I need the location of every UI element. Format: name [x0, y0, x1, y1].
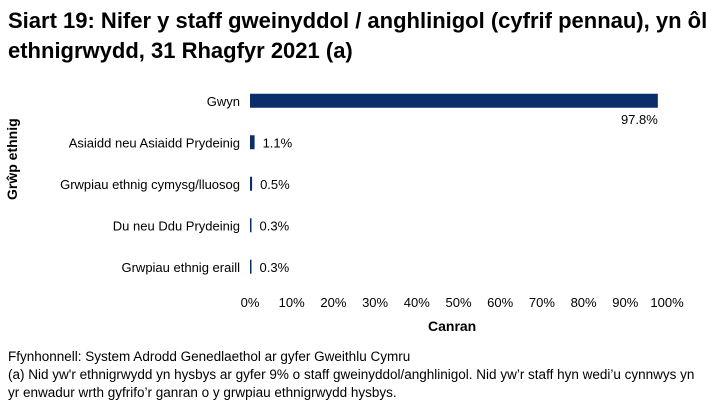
bar: [250, 218, 252, 233]
x-tick-labels: 0% 10% 20% 30% 40% 50% 60% 70% 80% 90% 100%: [241, 295, 684, 310]
data-label: 0.3%: [260, 260, 290, 275]
footnote: (a) Nid yw'r ethnigrwydd yn hysbys ar gy…: [8, 367, 695, 400]
x-tick-label: 60%: [487, 295, 513, 310]
x-tick-label: 50%: [445, 295, 471, 310]
category-label: Grwpiau ethnig eraill: [121, 260, 240, 275]
category-label: Gwyn: [207, 94, 240, 109]
x-tick-label: 0%: [241, 295, 260, 310]
y-axis-label: Grŵp ethnig: [4, 118, 20, 200]
source-note: Ffynhonnell: System Adrodd Genedlaethol …: [8, 349, 411, 364]
bars-group: [250, 93, 658, 274]
category-labels: Gwyn Asiaidd neu Asiaidd Prydeinig Grwpiau…: [60, 94, 240, 275]
x-tick-label: 100%: [650, 295, 684, 310]
category-label: Asiaidd neu Asiaidd Prydeinig: [69, 135, 240, 150]
category-label: Grwpiau ethnig cymysg/lluosog: [60, 177, 240, 192]
category-label: Du neu Ddu Prydeinig: [113, 218, 240, 233]
x-tick-label: 90%: [612, 295, 638, 310]
data-label: 0.3%: [260, 218, 290, 233]
bar: [250, 93, 658, 108]
data-label: 0.5%: [260, 177, 290, 192]
data-label: 97.8%: [621, 112, 658, 127]
bar: [250, 259, 252, 274]
bar: [250, 135, 255, 150]
x-tick-label: 10%: [279, 295, 305, 310]
footer: Ffynhonnell: System Adrodd Genedlaethol …: [8, 348, 708, 402]
data-label: 1.1%: [263, 135, 293, 150]
x-tick-label: 20%: [320, 295, 346, 310]
bar: [250, 176, 253, 191]
chart: Gwyn Asiaidd neu Asiaidd Prydeinig Grwpiau…: [60, 93, 684, 310]
x-tick-label: 70%: [529, 295, 555, 310]
data-labels: 97.8% 1.1% 0.5% 0.3% 0.3%: [260, 112, 659, 275]
x-tick-label: 30%: [362, 295, 388, 310]
chart-title: Siart 19: Nifer y staff gweinyddol / ang…: [8, 8, 708, 63]
x-axis-label: Canran: [428, 318, 477, 334]
x-tick-label: 40%: [404, 295, 430, 310]
x-tick-label: 80%: [571, 295, 597, 310]
